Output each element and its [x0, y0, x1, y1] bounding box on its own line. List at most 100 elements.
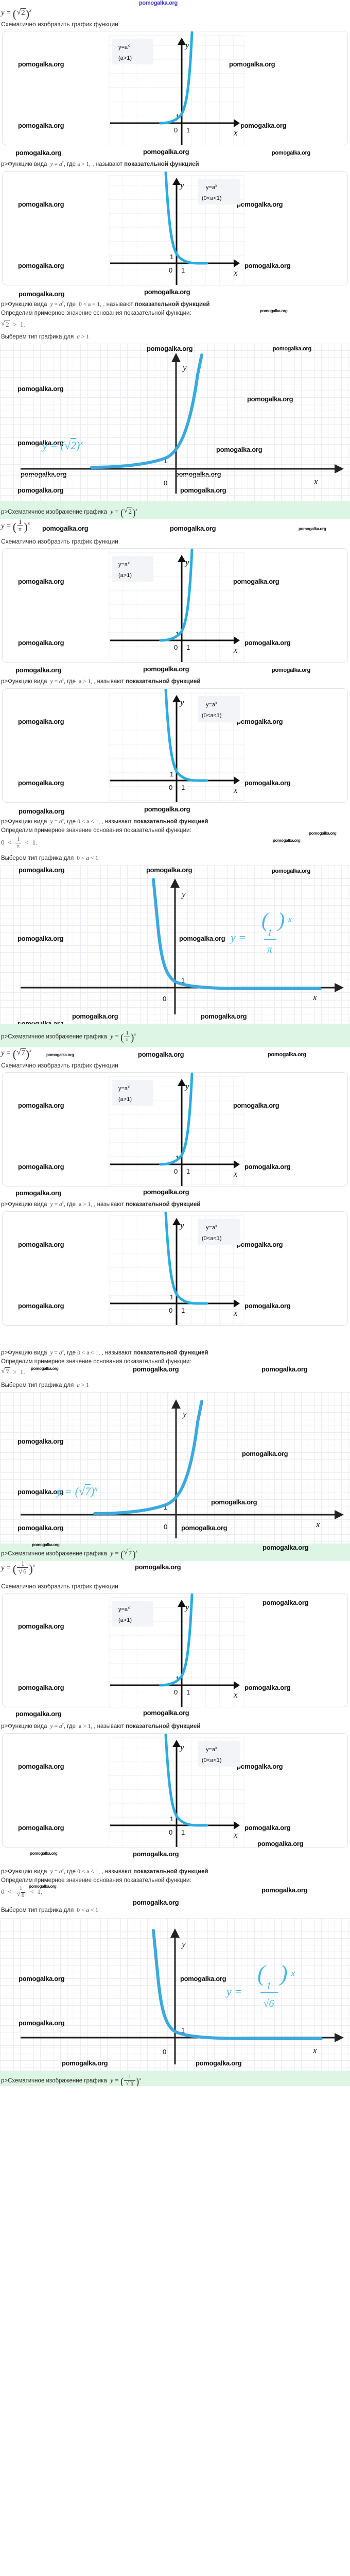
watermark: pomogalka.org: [244, 1684, 291, 1691]
watermark: pomogalka.org: [18, 718, 64, 725]
tick-x-one: 1: [181, 266, 185, 274]
curve-label-exp: x: [291, 1970, 295, 1978]
problem-block-1: y = (2)x Схематично изобразить график фу…: [0, 7, 350, 519]
axis-x-label: x: [316, 1521, 320, 1529]
problem-block-3: y = (7)x pomogalka.org pomogalka.org pom…: [0, 1047, 350, 1561]
curve-label-num: 1: [266, 1980, 271, 1992]
badge-line1-decreasing: y=ax: [206, 1224, 217, 1231]
watermark: pomogalka.org: [18, 60, 64, 68]
badge-line1-decreasing: y=ax: [206, 1745, 217, 1753]
watermark: pomogalka.org: [143, 148, 189, 156]
reference-card-decreasing-3: pomogalka.org pomogalka.org pomogalka.or…: [2, 1211, 348, 1326]
answer-text-1: p>Схематичное изображение графика y = (2…: [0, 501, 350, 522]
watermark: pomogalka.org: [244, 1163, 291, 1171]
definition-bold: показательной функцией: [135, 301, 210, 308]
curve-label-2: y =: [230, 931, 246, 944]
answer-band-4: p>Схематичное изображение графика y = (1…: [0, 2071, 350, 2086]
axis-x-label: x: [233, 268, 238, 278]
answer-prefix: p>Схематичное изображение графика: [1, 1033, 107, 1040]
definition-mid: , где: [63, 161, 76, 167]
definition-bold: показательной функцией: [124, 161, 199, 167]
definition-prefix: p>Функцию вида: [1, 301, 47, 308]
answer-text-3: p>Схематичное изображение графика y = (7…: [0, 1544, 350, 1564]
formula-title-1: y = (2)x: [1, 7, 31, 21]
watermark: pomogalka.org: [272, 667, 310, 673]
definition-prefix: p>Функцию вида: [1, 678, 47, 685]
badge-line2-decreasing: (0<a<1): [202, 1757, 222, 1764]
curve-label-exp: x: [288, 916, 292, 924]
curve-increasing: [159, 549, 194, 642]
watermark: pomogalka.org: [19, 290, 65, 298]
estimate-formula-4: 0 < 16 < 1. pomogalka.org pomogalka.org …: [0, 1884, 350, 1907]
axis-tick-row-4: 0 x: [163, 2047, 317, 2064]
estimate-value-3: 7 > 1.: [1, 1367, 25, 1376]
watermark: pomogalka.org: [15, 1189, 62, 1197]
watermark: pomogalka.org: [261, 1886, 308, 1894]
problem-2-prompt: Схематично изобразить график функции: [1, 538, 118, 545]
tick-x-one: 1: [186, 1167, 190, 1175]
reference-plot-decreasing: y=ax (0<a<1) y x 1 0 1: [109, 172, 244, 285]
badge-line2-increasing: (a>1): [118, 1096, 132, 1103]
axis-y-label: y: [184, 1081, 189, 1091]
badge-line1-increasing: y=ax: [118, 561, 130, 568]
watermark: pomogalka.org: [133, 1850, 179, 1858]
axis-y-label: y: [179, 180, 184, 190]
definition-bold: показательной функцией: [133, 1349, 208, 1356]
tick-y-one: 1: [170, 1815, 173, 1823]
reference-plot-increasing: y=ax (a>1) y x 1 0 1: [109, 1073, 244, 1186]
badge-line1-increasing: y=ax: [118, 43, 130, 50]
curve-label-paren-close: ): [277, 908, 285, 931]
tick-y-one: 1: [176, 630, 179, 638]
watermark-row: pomogalka.org pomogalka.org: [0, 1709, 350, 1722]
answer-axis-labels-2: 0 x pomogalka.org pomogalka.org: [0, 994, 350, 1024]
answer-prefix: p>Схематичное изображение графика: [1, 1551, 107, 1557]
badge-line1-increasing: y=ax: [118, 1084, 130, 1092]
watermark: pomogalka.org: [272, 150, 310, 156]
estimate-text: Определим примерное значение основания п…: [1, 1359, 191, 1365]
curve-label-den: π: [267, 944, 273, 955]
watermark: pomogalka.org: [18, 1241, 64, 1248]
watermark-row: pomogalka.org pomogalka.org: [0, 1188, 350, 1200]
watermark-row: pomogalka.org pomogalka.org: [0, 287, 350, 300]
reference-card-decreasing-4: pomogalka.org pomogalka.org pomogalka.or…: [2, 1733, 348, 1848]
choose-text: Выберем тип графика для: [1, 334, 74, 340]
reference-plot-decreasing: y=ax (0<a<1) y x 1 0 1: [109, 689, 244, 802]
definition-suffix: , называют: [101, 1349, 132, 1356]
answer-text-2: p>Схематичное изображение графика y = (1…: [1, 1030, 136, 1043]
answer-prefix: p>Схематичное изображение графика: [1, 2078, 107, 2084]
badge-bg: [198, 696, 240, 722]
estimate-value-4: 0 < 16 < 1.: [1, 1886, 42, 1899]
badge-bg: [198, 1219, 240, 1245]
watermark: pomogalka.org: [143, 1709, 189, 1717]
problem-4-prompt: Схематично изобразить график функции: [1, 1583, 118, 1590]
reference-card-decreasing-2: pomogalka.org pomogalka.org pomogalka.or…: [2, 688, 348, 803]
reference-plot-increasing: y=ax (a>1) y x 1 0 1: [109, 31, 244, 145]
reference-card-increasing-4: pomogalka.org pomogalka.org pomogalka.or…: [2, 1593, 348, 1707]
curve-increasing: [159, 1073, 194, 1166]
reference-card-increasing-3: pomogalka.org pomogalka.org pomogalka.or…: [2, 1072, 348, 1187]
tick-x-one: 1: [181, 1828, 185, 1836]
tick-zero: 0: [163, 995, 166, 1003]
axis-x-label: x: [312, 994, 317, 1002]
watermark: pomogalka.org: [18, 200, 64, 208]
problem-3-title: y = (7)x pomogalka.org pomogalka.org pom…: [0, 1047, 350, 1061]
definition-suffix: , называют: [101, 1868, 132, 1875]
answer-plot-wrapper-3: pomogalka.org pomogalka.org pomogalka.or…: [0, 1392, 350, 1521]
problem-1-title: y = (2)x: [0, 7, 350, 20]
curve-decreasing: [164, 689, 208, 782]
badge-bg: [112, 1601, 153, 1626]
grid-background: [0, 475, 350, 501]
watermark: pomogalka.org: [262, 1599, 309, 1606]
definition-suffix: , называют: [103, 301, 133, 308]
tick-zero: 0: [169, 266, 172, 274]
watermark: pomogalka.org: [244, 1824, 291, 1832]
answer-plot-wrapper-2: pomogalka.org pomogalka.org pomogalka.or…: [0, 865, 350, 1027]
tick-x-one: 1: [186, 1688, 190, 1696]
formula-title-2: y = (1 π)x: [1, 518, 30, 533]
reference-card-decreasing-1: pomogalka.org pomogalka.org pomogalka.or…: [2, 171, 348, 285]
axis-y-label: y: [184, 557, 189, 567]
axis-y-label: y: [181, 889, 186, 899]
definition-bold: показательной функцией: [126, 1201, 201, 1208]
problem-4-title: y = (16)x pomogalka.org: [0, 1561, 350, 1582]
